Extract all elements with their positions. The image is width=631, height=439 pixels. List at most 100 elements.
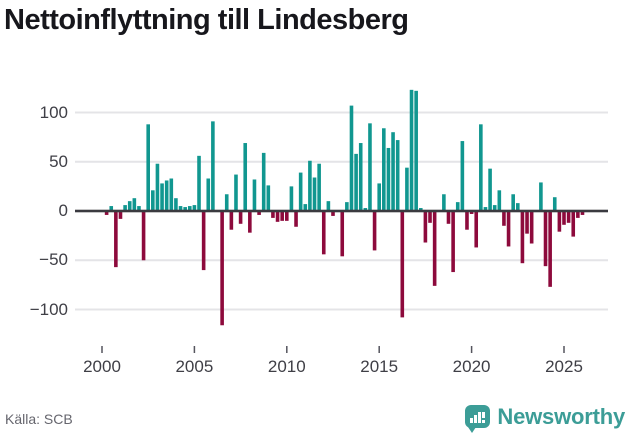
newsworthy-wordmark: Newsworthy <box>497 404 625 429</box>
bar-negative <box>275 211 280 222</box>
bar-negative <box>557 211 562 232</box>
bar-positive <box>174 198 178 211</box>
bar-chart-speech-bubble-icon <box>465 404 491 433</box>
bar-positive <box>224 194 229 211</box>
x-tick-label: 2015 <box>360 357 399 376</box>
bar-positive <box>511 194 515 211</box>
bar-positive <box>418 208 423 211</box>
bar-positive <box>127 201 132 211</box>
bar-positive <box>345 202 349 211</box>
bar-positive <box>391 132 395 211</box>
y-tick-label: −100 <box>29 299 68 319</box>
bar-positive <box>164 180 169 212</box>
bar-positive <box>349 105 354 211</box>
bar-negative <box>248 211 252 233</box>
x-tick-mark <box>193 346 196 353</box>
x-tick-mark <box>470 346 473 353</box>
bar-negative <box>562 211 566 225</box>
bar-positive <box>192 205 197 211</box>
y-tick-label: 100 <box>39 102 68 122</box>
bar-positive <box>414 90 418 211</box>
bar-positive <box>326 201 331 211</box>
bar-positive <box>363 208 368 211</box>
x-tick-mark <box>101 346 103 353</box>
chart-title: Nettoinflyttning till Lindesberg <box>4 4 409 36</box>
bar-negative <box>580 211 585 215</box>
bar-negative <box>257 211 261 215</box>
bar-positive <box>368 123 372 211</box>
bar-negative <box>502 211 506 226</box>
bar-negative <box>220 211 224 326</box>
bar-positive <box>409 89 414 211</box>
bar-positive <box>317 163 321 211</box>
bar-positive <box>303 204 308 211</box>
bar-negative <box>285 211 289 221</box>
x-tick-label: 2000 <box>83 357 121 376</box>
bar-positive <box>137 206 141 211</box>
bar-negative <box>576 211 580 218</box>
grid-line <box>75 160 608 163</box>
bar-positive <box>386 147 391 211</box>
bar-positive <box>488 168 492 211</box>
bar-positive <box>160 183 164 211</box>
bar-positive <box>395 140 400 211</box>
bar-negative <box>446 211 451 224</box>
x-tick-label: 2025 <box>545 357 583 376</box>
bar-negative <box>118 211 123 219</box>
bar-positive <box>183 207 187 211</box>
bar-negative <box>280 211 284 221</box>
bar-positive <box>151 190 155 211</box>
bar-positive <box>289 186 294 212</box>
bar-positive <box>483 207 488 211</box>
bar-negative <box>506 211 511 247</box>
bar-positive <box>197 155 201 211</box>
bar-negative <box>340 211 345 257</box>
bar-positive <box>243 143 248 211</box>
bar-negative <box>331 211 335 216</box>
y-tick-label: 0 <box>58 201 68 220</box>
bar-positive <box>312 177 317 211</box>
bar-positive <box>358 143 363 211</box>
bar-negative <box>423 211 428 243</box>
x-tick-label: 2005 <box>175 357 214 376</box>
bar-positive <box>460 141 465 211</box>
x-tick-mark <box>286 346 288 353</box>
x-tick-label: 2010 <box>267 357 306 376</box>
bar-negative <box>294 211 298 227</box>
bar-positive <box>354 153 358 211</box>
source-caption: Källa: SCB <box>5 411 73 427</box>
bar-positive <box>377 183 381 211</box>
bar-positive <box>132 198 137 211</box>
bar-negative <box>271 211 275 218</box>
bar-negative <box>566 211 571 223</box>
bar-positive <box>109 206 114 211</box>
bar-positive <box>455 202 460 211</box>
bar-negative <box>372 211 377 251</box>
grid-line <box>75 111 608 114</box>
bar-negative <box>400 211 405 318</box>
bar-negative <box>104 211 109 215</box>
x-tick-mark <box>563 346 565 353</box>
bar-negative <box>428 211 432 223</box>
bar-positive <box>479 124 483 211</box>
bar-negative <box>520 211 525 264</box>
bar-negative <box>548 211 552 287</box>
y-tick-label: 50 <box>49 151 68 171</box>
bar-positive <box>146 124 150 211</box>
bar-positive <box>234 174 238 212</box>
grid-line <box>75 308 608 311</box>
bar-positive <box>155 163 160 211</box>
bar-negative <box>465 211 469 230</box>
bar-positive <box>123 205 127 211</box>
bar-negative <box>238 211 243 224</box>
bar-positive <box>298 172 303 211</box>
bar-negative <box>229 211 234 230</box>
bar-negative <box>469 211 474 214</box>
bar-positive <box>442 194 446 211</box>
y-tick-label: −50 <box>39 250 68 270</box>
bar-negative <box>451 211 455 273</box>
bar-negative <box>543 211 548 267</box>
newsworthy-logo[interactable]: Newsworthy <box>465 404 625 433</box>
